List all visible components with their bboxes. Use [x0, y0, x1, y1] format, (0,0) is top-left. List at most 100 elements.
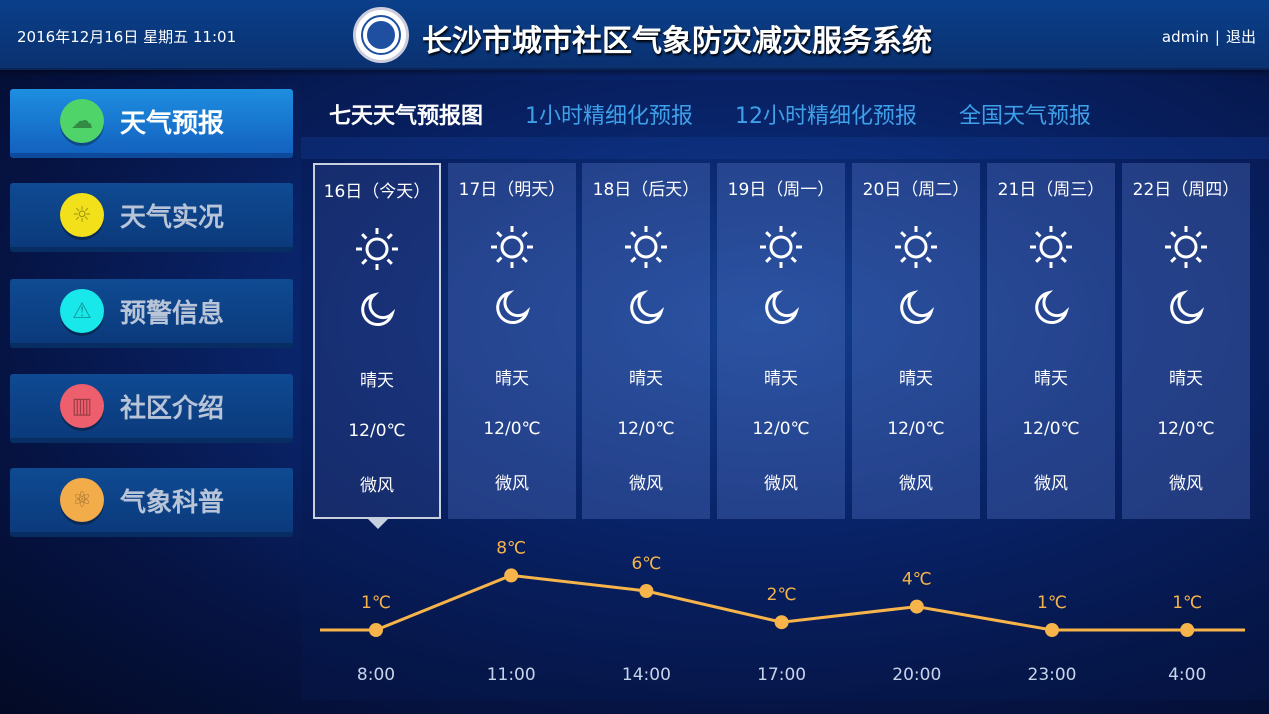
day-label: 22日（周四）	[1132, 180, 1240, 200]
data-point[interactable]	[504, 568, 519, 583]
weather-text: 晴天	[764, 369, 798, 389]
sun-icon	[1122, 222, 1250, 272]
sun-icon	[852, 222, 980, 272]
forecast-card[interactable]: 21日（周三） 晴天 12/0℃ 微风	[987, 163, 1115, 519]
data-label: 1℃	[1172, 593, 1202, 613]
moon-icon	[717, 288, 845, 328]
data-point[interactable]	[909, 599, 924, 614]
logo	[353, 7, 409, 63]
day-label: 19日（周一）	[727, 180, 835, 200]
sun-icon	[582, 222, 710, 272]
forecast-card[interactable]: 22日（周四） 晴天 12/0℃ 微风	[1122, 163, 1250, 519]
tab-0[interactable]: 七天天气预报图	[329, 104, 484, 129]
x-tick-label: 23:00	[1028, 665, 1077, 685]
user-area: admin | 退出	[1159, 26, 1259, 47]
sidebar-item-0[interactable]: ☁ 天气预报	[10, 89, 293, 158]
sun-icon	[987, 222, 1115, 272]
tab-2[interactable]: 12小时精细化预报	[735, 104, 918, 129]
temp-range: 12/0℃	[1157, 419, 1215, 439]
data-point[interactable]	[369, 623, 383, 637]
day-label: 17日（明天）	[458, 180, 566, 200]
header: 2016年12月16日 星期五 11:01 长沙市城市社区气象防灾减灾服务系统 …	[0, 0, 1269, 70]
temp-range: 12/0℃	[617, 419, 675, 439]
sidebar-item-label: 预警信息	[120, 298, 225, 329]
warning-icon: ⚠	[60, 289, 104, 333]
wind-text: 微风	[764, 474, 798, 494]
data-label: 1℃	[361, 593, 391, 613]
sun-icon	[717, 222, 845, 272]
cloud-rain-icon: ☁	[60, 99, 104, 143]
data-label: 4℃	[902, 570, 932, 590]
temp-range: 12/0℃	[887, 419, 945, 439]
temp-range: 12/0℃	[1022, 419, 1080, 439]
x-tick-label: 20:00	[892, 665, 941, 685]
moon-icon	[315, 290, 439, 330]
sidebar-item-label: 天气预报	[120, 108, 225, 139]
moon-icon	[852, 288, 980, 328]
x-tick-label: 14:00	[622, 665, 671, 685]
day-label: 18日（后天）	[592, 180, 700, 200]
sun-icon	[448, 222, 576, 272]
sidebar-item-label: 气象科普	[120, 487, 225, 518]
day-label: 20日（周二）	[862, 180, 970, 200]
username[interactable]: admin	[1161, 28, 1209, 46]
forecast-card[interactable]: 17日（明天） 晴天 12/0℃ 微风	[448, 163, 576, 519]
day-label: 21日（周三）	[997, 180, 1105, 200]
data-point[interactable]	[1180, 623, 1195, 637]
tab-underline	[301, 137, 1269, 159]
sun-icon	[315, 224, 439, 274]
data-label: 2℃	[767, 585, 797, 605]
weather-text: 晴天	[899, 369, 933, 389]
wind-text: 微风	[1034, 474, 1068, 494]
tab-3[interactable]: 全国天气预报	[959, 104, 1092, 129]
wind-text: 微风	[899, 474, 933, 494]
moon-icon	[448, 288, 576, 328]
separator: |	[1214, 28, 1220, 46]
selected-pointer	[367, 518, 389, 529]
datetime: 2016年12月16日 星期五 11:01	[17, 28, 237, 46]
community-icon: ▥	[60, 384, 104, 428]
sun-icon: ☼	[60, 193, 104, 237]
weather-text: 晴天	[1169, 369, 1203, 389]
wind-text: 微风	[629, 474, 663, 494]
atom-icon: ⚛	[60, 478, 104, 522]
x-tick-label: 11:00	[487, 665, 536, 685]
tab-1[interactable]: 1小时精细化预报	[525, 104, 694, 129]
sidebar-item-3[interactable]: ▥ 社区介绍	[10, 374, 293, 443]
data-point[interactable]	[1045, 623, 1059, 637]
x-tick-label: 17:00	[757, 665, 806, 685]
weather-text: 晴天	[360, 371, 394, 391]
data-label: 1℃	[1037, 593, 1067, 613]
weather-text: 晴天	[1034, 369, 1068, 389]
sidebar-item-4[interactable]: ⚛ 气象科普	[10, 468, 293, 537]
data-label: 6℃	[631, 554, 661, 574]
temp-range: 12/0℃	[348, 421, 406, 441]
weather-text: 晴天	[495, 369, 529, 389]
logout-link[interactable]: 退出	[1225, 28, 1256, 46]
forecast-card[interactable]: 19日（周一） 晴天 12/0℃ 微风	[717, 163, 845, 519]
data-point[interactable]	[774, 615, 789, 630]
forecast-card[interactable]: 16日（今天） 晴天 12/0℃ 微风	[313, 163, 441, 519]
moon-icon	[1122, 288, 1250, 328]
temp-range: 12/0℃	[483, 419, 541, 439]
forecast-card[interactable]: 18日（后天） 晴天 12/0℃ 微风	[582, 163, 710, 519]
wind-text: 微风	[495, 474, 529, 494]
sidebar-item-2[interactable]: ⚠ 预警信息	[10, 279, 293, 348]
wind-text: 微风	[1169, 474, 1203, 494]
weather-text: 晴天	[629, 369, 663, 389]
sidebar-item-label: 天气实况	[120, 202, 225, 233]
moon-icon	[582, 288, 710, 328]
wind-text: 微风	[360, 476, 394, 496]
data-point[interactable]	[639, 584, 654, 598]
data-label: 8℃	[496, 538, 526, 558]
app-title: 长沙市城市社区气象防灾减灾服务系统	[422, 24, 932, 59]
temp-range: 12/0℃	[752, 419, 810, 439]
moon-icon	[987, 288, 1115, 328]
sidebar-item-1[interactable]: ☼ 天气实况	[10, 183, 293, 252]
forecast-card[interactable]: 20日（周二） 晴天 12/0℃ 微风	[852, 163, 980, 519]
tabs: 七天天气预报图 1小时精细化预报 12小时精细化预报 全国天气预报	[301, 96, 1133, 136]
x-tick-label: 4:00	[1168, 665, 1206, 685]
sidebar-item-label: 社区介绍	[120, 393, 225, 424]
day-label: 16日（今天）	[323, 182, 431, 202]
